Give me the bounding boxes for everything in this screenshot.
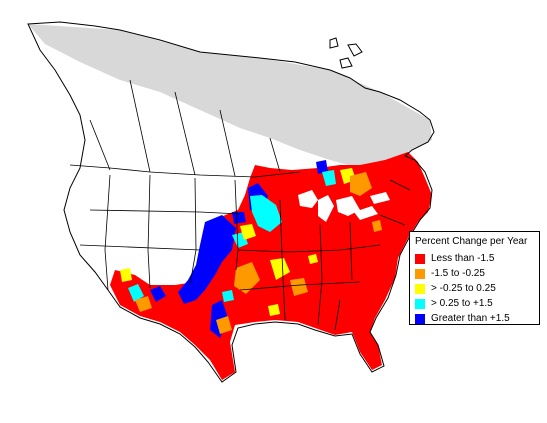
survey-region bbox=[110, 152, 432, 380]
legend-swatch bbox=[415, 298, 425, 309]
legend-entry: > 0.25 to +1.5 bbox=[414, 296, 535, 311]
legend-entry: Greater than +1.5 bbox=[414, 311, 535, 326]
legend-label: -1.5 to -0.25 bbox=[431, 268, 485, 279]
out-of-range-region bbox=[28, 24, 432, 168]
legend-title: Percent Change per Year bbox=[415, 236, 528, 247]
legend: Percent Change per Year Less than -1.5 -… bbox=[409, 231, 540, 325]
legend-label: > -0.25 to 0.25 bbox=[431, 283, 496, 294]
political-boundaries bbox=[69, 79, 411, 331]
legend-entry: > -0.25 to 0.25 bbox=[414, 281, 535, 296]
legend-swatch bbox=[415, 283, 425, 294]
legend-swatch bbox=[415, 313, 425, 324]
coastline bbox=[27, 21, 435, 383]
legend-entry: -1.5 to -0.25 bbox=[414, 266, 535, 281]
trend-patches bbox=[120, 160, 382, 338]
legend-swatch bbox=[415, 253, 425, 264]
legend-label: Less than -1.5 bbox=[431, 253, 495, 264]
legend-label: Greater than +1.5 bbox=[431, 313, 510, 324]
legend-entry: Less than -1.5 bbox=[414, 251, 535, 266]
legend-label: > 0.25 to +1.5 bbox=[431, 298, 493, 309]
legend-swatch bbox=[415, 268, 425, 279]
